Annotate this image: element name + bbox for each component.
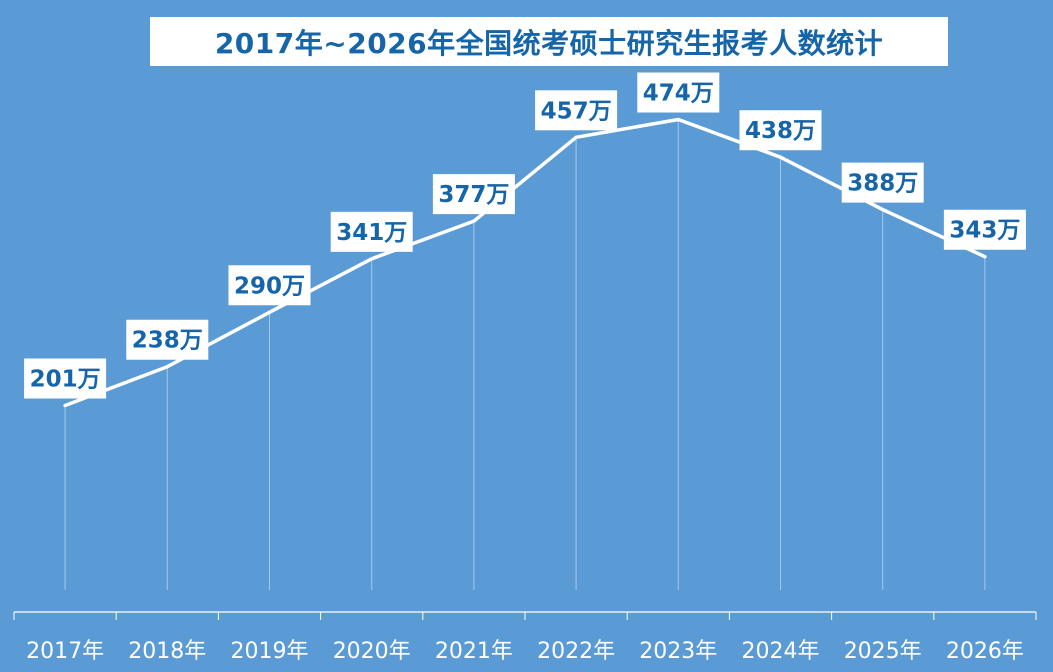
data-label-text: 457万 xyxy=(541,98,612,124)
data-point xyxy=(676,118,680,122)
data-label-box xyxy=(126,319,209,360)
data-label-box xyxy=(432,174,515,215)
x-tick-label: 2025年 xyxy=(844,639,922,664)
data-label: 290万 xyxy=(228,265,311,306)
data-label-text: 474万 xyxy=(643,81,714,107)
data-point xyxy=(983,255,987,259)
data-label: 201万 xyxy=(24,358,107,399)
data-label-text: 438万 xyxy=(745,118,816,144)
chart-title-box: 2017年~2026年全国统考硕士研究生报考人数统计 xyxy=(150,17,948,66)
data-label-text: 238万 xyxy=(132,328,203,354)
data-label-box xyxy=(535,90,618,131)
data-point xyxy=(779,155,782,159)
x-tick-label: 2019年 xyxy=(231,639,309,664)
drop-lines xyxy=(64,119,986,590)
x-tick-label: 2024年 xyxy=(742,639,820,664)
data-label: 238万 xyxy=(126,319,209,360)
data-label-box xyxy=(228,265,311,306)
x-tick-label: 2026年 xyxy=(946,639,1024,664)
x-tick-label: 2020年 xyxy=(333,639,411,664)
data-label-text: 290万 xyxy=(234,273,305,299)
data-label-text: 201万 xyxy=(30,367,101,393)
data-label-box xyxy=(943,209,1026,250)
series-line-group xyxy=(63,117,987,408)
data-label-box xyxy=(841,162,924,203)
data-label-box xyxy=(739,110,822,151)
data-label-text: 341万 xyxy=(336,220,407,246)
data-label: 341万 xyxy=(330,211,413,252)
data-point xyxy=(881,208,885,212)
data-point xyxy=(472,219,476,223)
data-label-box xyxy=(637,72,720,113)
data-label: 343万 xyxy=(943,209,1026,250)
data-label-box xyxy=(24,358,107,399)
x-tick-label: 2021年 xyxy=(435,639,513,664)
data-label: 457万 xyxy=(535,90,618,131)
data-point xyxy=(574,135,578,139)
data-point xyxy=(63,404,67,407)
x-tick-label: 2022年 xyxy=(537,639,615,664)
data-label: 474万 xyxy=(637,72,720,113)
data-label-box xyxy=(330,211,413,252)
data-label-text: 377万 xyxy=(438,182,509,208)
x-tick-label: 2023年 xyxy=(639,639,717,664)
data-point xyxy=(268,310,271,314)
data-point xyxy=(165,365,169,369)
chart-title: 2017年~2026年全国统考硕士研究生报考人数统计 xyxy=(214,26,884,60)
data-point xyxy=(370,257,374,261)
data-label: 377万 xyxy=(432,174,515,215)
data-label-text: 343万 xyxy=(949,218,1020,244)
x-tick-label: 2017年 xyxy=(26,639,104,664)
x-axis: 2017年 2018年 2019年 2020年 2021年 2022年 2023年 2024年… xyxy=(13,611,1037,664)
series-line xyxy=(63,117,987,408)
x-tick-label: 2018年 xyxy=(128,639,206,664)
data-labels: 201万 238万 290万 341万 377万 457万 474万 438万 388万 343万 xyxy=(24,72,1026,399)
data-label-text: 388万 xyxy=(847,171,918,197)
data-label: 388万 xyxy=(841,162,924,203)
data-label: 438万 xyxy=(739,110,822,151)
